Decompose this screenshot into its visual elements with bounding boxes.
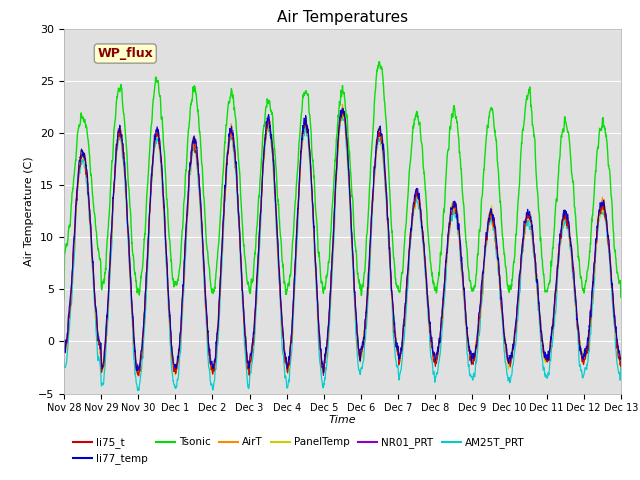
Y-axis label: Air Temperature (C): Air Temperature (C)	[24, 156, 34, 266]
X-axis label: Time: Time	[328, 415, 356, 425]
Legend: li75_t, li77_temp, Tsonic, AirT, PanelTemp, NR01_PRT, AM25T_PRT: li75_t, li77_temp, Tsonic, AirT, PanelTe…	[69, 433, 529, 468]
Title: Air Temperatures: Air Temperatures	[277, 10, 408, 25]
Text: WP_flux: WP_flux	[97, 47, 153, 60]
